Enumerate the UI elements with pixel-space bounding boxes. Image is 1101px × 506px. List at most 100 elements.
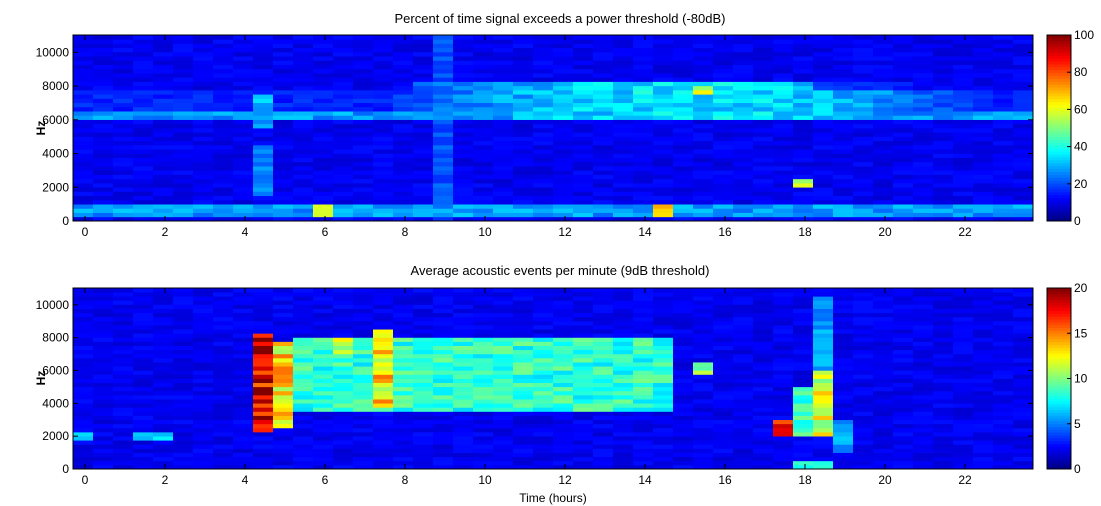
heatmap-cell [633, 60, 654, 65]
heatmap-cell [493, 208, 514, 213]
heatmap-cell [973, 144, 994, 150]
heatmap-cell [993, 187, 1014, 192]
heatmap-cell [833, 440, 854, 445]
heatmap-cell [453, 115, 474, 120]
heatmap-cell [913, 419, 934, 425]
heatmap-cell [773, 73, 794, 78]
heatmap-cell [73, 106, 94, 112]
heatmap-cell [753, 216, 774, 222]
heatmap-cell [993, 195, 1014, 201]
heatmap-cell [653, 357, 674, 363]
heatmap-cell [493, 157, 514, 163]
heatmap-cell [233, 94, 254, 99]
heatmap-cell [133, 386, 154, 392]
heatmap-cell [813, 208, 834, 213]
heatmap-cell [873, 296, 894, 301]
heatmap-cell [233, 378, 254, 384]
heatmap-cell [253, 370, 274, 375]
heatmap-cell [393, 94, 414, 99]
heatmap-cell [493, 56, 514, 61]
heatmap-cell [533, 136, 554, 142]
heatmap-cell [73, 170, 94, 175]
heatmap-cell [753, 427, 774, 433]
heatmap-cell [73, 174, 94, 180]
heatmap-cell [213, 415, 234, 421]
heatmap-cell [413, 94, 434, 99]
heatmap-cell [753, 288, 774, 293]
heatmap-cell [713, 312, 734, 318]
heatmap-cell [173, 182, 194, 188]
heatmap-cell [153, 149, 174, 154]
heatmap-cell [713, 68, 734, 74]
heatmap-cell [893, 296, 914, 301]
heatmap-cell [993, 370, 1014, 375]
heatmap-cell [173, 73, 194, 78]
heatmap-cell [993, 436, 1014, 441]
heatmap-cell [713, 374, 734, 379]
heatmap-cell [613, 456, 634, 462]
heatmap-cell [773, 119, 794, 125]
heatmap-cell [93, 174, 114, 180]
heatmap-cell [453, 357, 474, 363]
heatmap-cell [773, 456, 794, 462]
heatmap-cell [153, 349, 174, 355]
x-tick-label: 2 [162, 473, 169, 487]
heatmap-cell [353, 174, 374, 180]
heatmap-cell [933, 427, 954, 433]
heatmap-cell [193, 300, 214, 305]
heatmap-cell [433, 111, 454, 116]
heatmap-cell [693, 296, 714, 301]
heatmap-cell [633, 292, 654, 297]
heatmap-cell [173, 444, 194, 449]
heatmap-cell [133, 111, 154, 116]
heatmap-cell [773, 144, 794, 150]
heatmap-cell [793, 448, 814, 453]
heatmap-cell [353, 403, 374, 408]
heatmap-cell [673, 403, 694, 408]
heatmap-cell [253, 440, 274, 445]
heatmap-cell [193, 170, 214, 175]
heatmap-cell [833, 157, 854, 163]
heatmap-cell [613, 182, 634, 188]
heatmap-cell [513, 407, 534, 412]
heatmap-cell [993, 132, 1014, 137]
heatmap-cell [273, 341, 294, 346]
heatmap-cell [453, 170, 474, 175]
heatmap-cell [73, 353, 94, 359]
heatmap-cell [133, 170, 154, 175]
heatmap-cell [533, 89, 554, 95]
heatmap-cell [253, 149, 274, 154]
heatmap-cell [493, 102, 514, 108]
heatmap-cell [253, 182, 274, 188]
heatmap-cell [893, 345, 914, 351]
heatmap-cell [833, 170, 854, 175]
heatmap-cell [513, 325, 534, 330]
heatmap-cell [733, 199, 754, 205]
heatmap-cell [273, 136, 294, 142]
heatmap-cell [293, 460, 314, 466]
heatmap-cell [993, 419, 1014, 425]
heatmap-cell [993, 73, 1014, 78]
heatmap-cell [253, 337, 274, 342]
heatmap-cell [833, 89, 854, 95]
heatmap-cell [153, 73, 174, 78]
heatmap-cell [293, 349, 314, 355]
heatmap-cell [873, 382, 894, 388]
heatmap-cell [473, 431, 494, 437]
heatmap-cell [193, 378, 214, 384]
heatmap-cell [473, 341, 494, 346]
heatmap-cell [413, 329, 434, 334]
heatmap-cell [933, 39, 954, 44]
heatmap-cell [673, 136, 694, 142]
heatmap-cell [73, 362, 94, 367]
heatmap-cell [633, 187, 654, 192]
heatmap-cell [973, 460, 994, 466]
heatmap-cell [493, 427, 514, 433]
heatmap-cell [553, 35, 574, 40]
heatmap-cell [293, 329, 314, 334]
heatmap-cell [393, 288, 414, 293]
heatmap-cell [833, 423, 854, 429]
heatmap-cell [313, 407, 334, 412]
heatmap-cell [993, 208, 1014, 213]
heatmap-cell [833, 378, 854, 384]
